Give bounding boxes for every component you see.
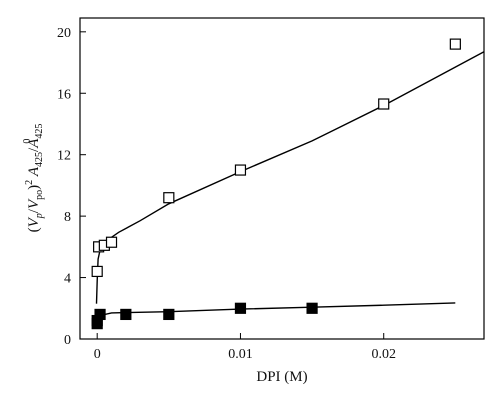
x-tick-label: 0.02	[371, 347, 396, 362]
filled-square-marker	[234, 302, 247, 314]
x-axis-ticks: 0 0.01 0.02	[94, 333, 396, 362]
open-square-marker	[105, 236, 118, 248]
data-points	[91, 38, 461, 330]
x-tick-label: 0.01	[228, 347, 253, 362]
plot-frame	[79, 17, 485, 340]
fit-line-series-1	[95, 51, 485, 304]
open-square-marker	[91, 265, 103, 278]
y-tick-label: 12	[57, 149, 71, 164]
y-axis-title: (Vp/Vpo)2 A425/A4250	[22, 124, 45, 233]
open-square-marker	[234, 164, 247, 176]
open-square-marker	[449, 38, 461, 50]
y-tick-label: 8	[64, 210, 71, 225]
filled-square-marker	[306, 302, 318, 314]
filled-square-marker	[120, 308, 132, 321]
fit-line-series-2	[95, 302, 456, 326]
open-square-marker	[163, 192, 175, 204]
filled-square-marker	[94, 308, 106, 321]
y-tick-label: 20	[57, 26, 71, 41]
y-tick-label: 4	[64, 272, 71, 287]
x-axis-title: DPI (M)	[256, 369, 307, 385]
fit-lines	[95, 51, 485, 326]
y-tick-label: 16	[57, 87, 71, 102]
y-tick-label: 0	[64, 333, 71, 348]
y-axis-ticks: 0 4 8 12 16 20	[57, 26, 86, 348]
filled-square-marker	[163, 308, 175, 321]
open-square-marker	[378, 98, 390, 110]
x-tick-label: 0	[94, 347, 101, 362]
